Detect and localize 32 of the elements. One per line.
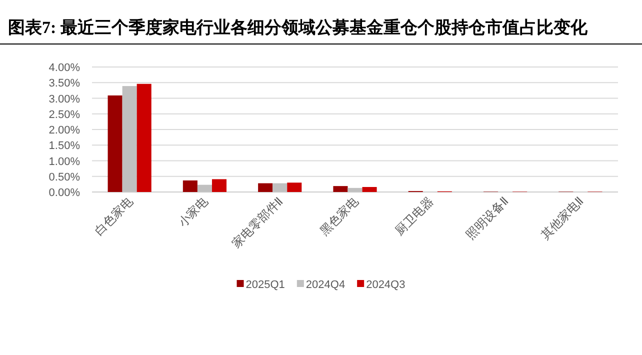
x-tick-label: 小家电 (175, 194, 211, 230)
bar (136, 84, 152, 192)
y-tick-label: 2.00% (48, 124, 80, 136)
x-tick-label: 厨卫电器 (392, 194, 436, 238)
legend-label: 2024Q3 (366, 279, 406, 291)
chart-title: 图表7: 最近三个季度家电行业各细分领域公募基金重仓个股持仓市值占比变化 (8, 18, 588, 37)
y-tick-label: 2.50% (48, 108, 80, 121)
bar (122, 86, 137, 192)
y-tick-label: 3.50% (48, 78, 80, 90)
bar (258, 183, 273, 192)
x-tick-label: 黑色家电 (317, 194, 362, 238)
bar (197, 184, 212, 192)
x-tick-label: 家电零部件Ⅱ (229, 194, 286, 251)
x-tick-label: 其他家电Ⅱ (538, 194, 587, 242)
bar (108, 95, 122, 192)
bar (348, 188, 362, 192)
legend-label: 2025Q1 (246, 279, 285, 291)
bar (333, 186, 348, 192)
y-tick-label: 1.50% (48, 140, 80, 152)
y-tick-label: 0.50% (48, 171, 80, 184)
bar (182, 180, 198, 192)
x-tick-label: 照明设备Ⅱ (463, 194, 512, 242)
legend-label: 2024Q4 (306, 279, 346, 291)
bar (272, 183, 288, 192)
y-tick-label: 3.00% (48, 93, 80, 106)
bar (362, 187, 377, 192)
bar (212, 179, 227, 192)
y-tick-label: 4.00% (48, 62, 80, 74)
x-tick-label: 白色家电 (92, 194, 136, 238)
bar (287, 182, 302, 192)
y-tick-label: 1.00% (48, 156, 80, 168)
y-tick-label: 0.00% (48, 187, 80, 199)
